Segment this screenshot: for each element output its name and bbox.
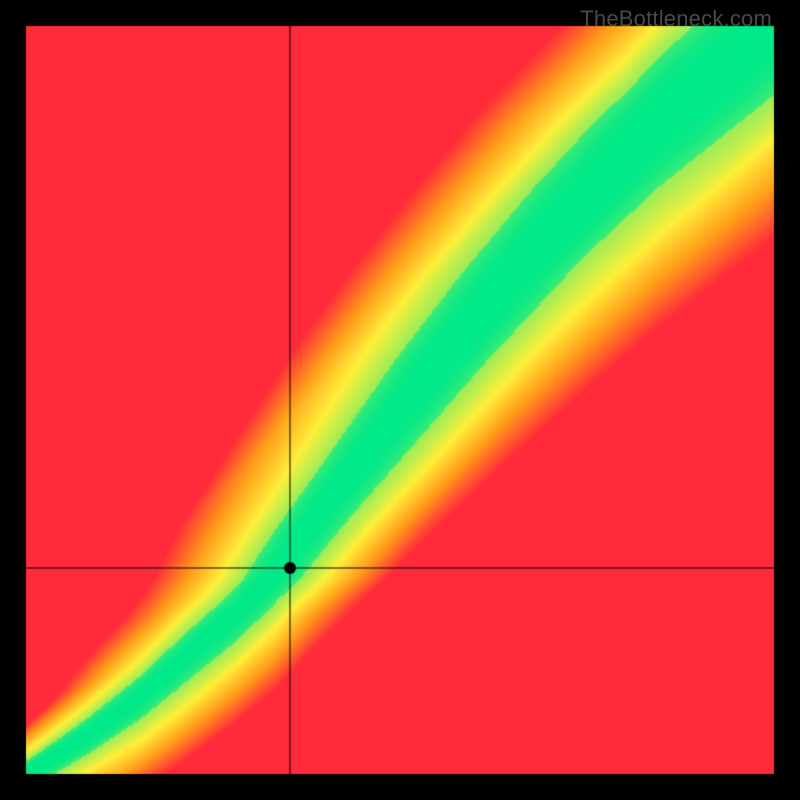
watermark-text: TheBottleneck.com (580, 6, 772, 32)
chart-container: TheBottleneck.com (0, 0, 800, 800)
heatmap-canvas (0, 0, 800, 800)
